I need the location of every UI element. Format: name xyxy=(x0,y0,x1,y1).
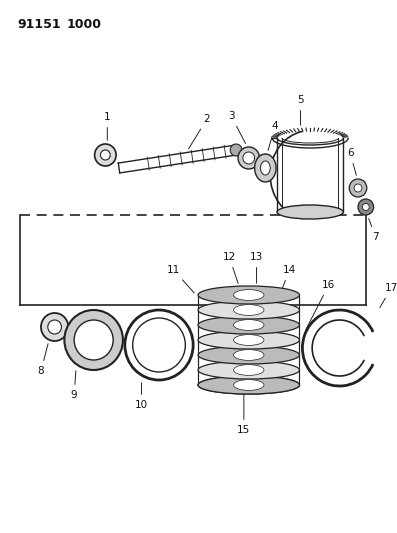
Ellipse shape xyxy=(254,154,276,182)
Text: 5: 5 xyxy=(297,95,304,125)
Text: 10: 10 xyxy=(135,383,148,410)
Text: 12: 12 xyxy=(223,252,238,284)
Circle shape xyxy=(354,184,362,192)
Ellipse shape xyxy=(233,335,264,345)
Ellipse shape xyxy=(233,350,264,360)
Circle shape xyxy=(48,320,62,334)
Circle shape xyxy=(230,144,242,156)
Circle shape xyxy=(349,179,367,197)
Ellipse shape xyxy=(233,320,264,330)
Text: 14: 14 xyxy=(275,265,296,308)
Ellipse shape xyxy=(233,289,264,301)
Ellipse shape xyxy=(198,331,299,349)
Circle shape xyxy=(41,313,68,341)
Circle shape xyxy=(100,150,110,160)
Text: 4: 4 xyxy=(268,121,278,150)
Ellipse shape xyxy=(198,301,299,319)
Ellipse shape xyxy=(198,376,299,394)
Ellipse shape xyxy=(260,161,270,175)
Ellipse shape xyxy=(198,376,299,394)
Circle shape xyxy=(74,320,113,360)
Circle shape xyxy=(243,152,254,164)
Circle shape xyxy=(94,144,116,166)
Text: 1000: 1000 xyxy=(66,18,101,31)
Ellipse shape xyxy=(233,379,264,390)
Ellipse shape xyxy=(198,286,299,304)
Text: 6: 6 xyxy=(347,148,356,175)
Ellipse shape xyxy=(198,346,299,364)
Ellipse shape xyxy=(233,365,264,375)
Text: 7: 7 xyxy=(369,219,379,242)
Text: 3: 3 xyxy=(228,111,245,143)
Text: 17: 17 xyxy=(380,283,397,308)
Text: 1: 1 xyxy=(104,112,111,140)
Text: 15: 15 xyxy=(237,393,251,435)
Text: 11: 11 xyxy=(167,265,194,293)
Text: 9: 9 xyxy=(71,371,77,400)
Ellipse shape xyxy=(198,316,299,334)
Ellipse shape xyxy=(198,361,299,379)
Text: 91151: 91151 xyxy=(17,18,61,31)
Ellipse shape xyxy=(277,205,343,219)
Ellipse shape xyxy=(233,304,264,316)
Text: 16: 16 xyxy=(306,280,335,330)
Ellipse shape xyxy=(233,379,264,390)
Circle shape xyxy=(238,147,260,169)
Circle shape xyxy=(64,310,123,370)
Circle shape xyxy=(362,204,369,211)
Text: 8: 8 xyxy=(38,344,48,376)
Circle shape xyxy=(358,199,374,215)
Text: 2: 2 xyxy=(189,114,210,149)
Text: 13: 13 xyxy=(250,252,263,283)
